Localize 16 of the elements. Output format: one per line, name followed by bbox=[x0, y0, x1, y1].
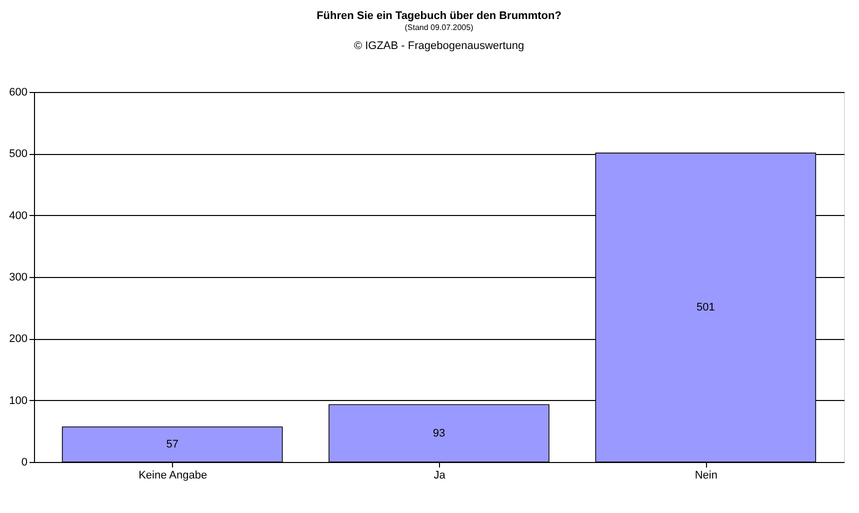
text: © IGZAB - Fragebogenauswertung bbox=[354, 40, 524, 52]
y-tick-label: 500 bbox=[9, 148, 28, 160]
y-tick-label: 100 bbox=[9, 394, 28, 407]
chart-subtitle: (Stand 09.07.2005) bbox=[404, 23, 474, 32]
y-tick-label: 400 bbox=[9, 210, 28, 222]
data-label: 93 bbox=[432, 427, 446, 440]
y-tick-label: 300 bbox=[9, 272, 28, 284]
x-tick-label: Keine Angabe bbox=[138, 470, 208, 482]
y-tick-label: 600 bbox=[9, 86, 28, 98]
chart-title: Führen Sie ein Tagebuch über den Brummton? bbox=[316, 10, 562, 22]
data-label: 57 bbox=[166, 438, 178, 450]
x-tick-label: Nein bbox=[694, 470, 718, 482]
x-tick-label: Ja bbox=[434, 470, 446, 482]
y-tick-label: 0 bbox=[21, 456, 28, 468]
y-tick-label: 200 bbox=[9, 333, 28, 346]
data-label: 501 bbox=[696, 302, 715, 314]
